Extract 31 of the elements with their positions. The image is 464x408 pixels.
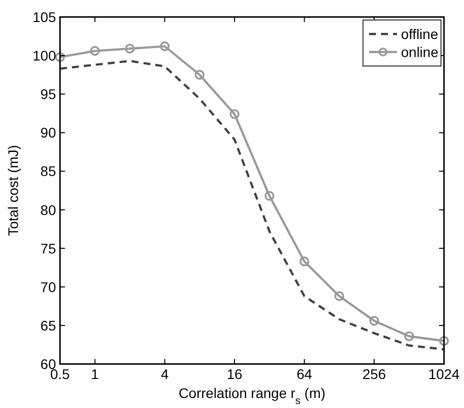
point (194, 70, 205, 80)
x-tick-label: 64 (296, 366, 312, 382)
x-axis-title: Correlation range r$_{s}$ (m) (178, 385, 326, 407)
y-axis-title: Total cost (mJ) (5, 144, 21, 236)
x-tick-label: 4 (160, 366, 169, 382)
point (439, 336, 449, 346)
x-tick-label: 1 (91, 366, 100, 382)
y-tick-label: 70 (40, 278, 56, 295)
point (160, 41, 170, 52)
point (230, 109, 240, 120)
x-tick-label: 1024 (428, 366, 460, 382)
point (90, 46, 100, 56)
point (334, 291, 344, 302)
x-tick-label: 256 (362, 366, 386, 382)
y-tick-label: 85 (40, 163, 56, 180)
legend-label: offline (401, 26, 438, 42)
y-tick-label: 65 (40, 317, 56, 334)
y-tick-label: 95 (40, 86, 56, 102)
point (124, 44, 135, 54)
point (55, 52, 65, 62)
y-tick-label: 105 (32, 9, 56, 25)
point (264, 191, 274, 201)
y-tick-label: 80 (40, 202, 56, 218)
y-tick-label: 100 (32, 48, 56, 64)
x-tick-label: 16 (226, 366, 243, 382)
y-tick-label: 90 (40, 124, 56, 141)
legend-label: online (401, 44, 439, 60)
point (369, 316, 380, 326)
point (404, 331, 414, 342)
y-tick-label: 75 (40, 240, 56, 256)
point (299, 256, 310, 266)
